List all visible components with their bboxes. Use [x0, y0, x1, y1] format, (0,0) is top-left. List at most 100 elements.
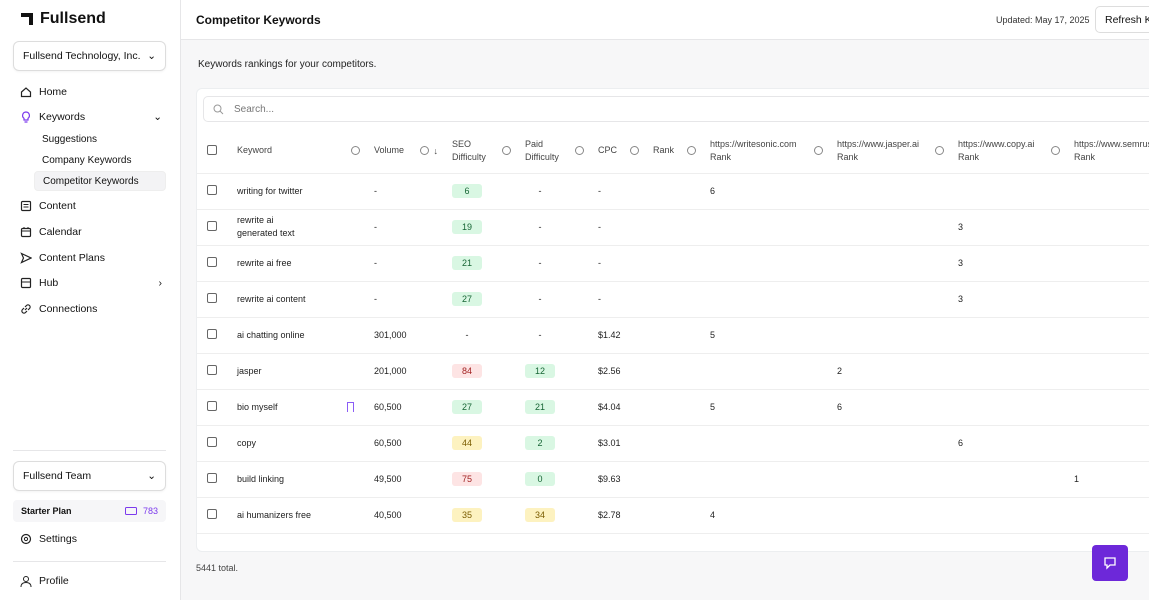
- cell: $3.01: [592, 425, 647, 462]
- nav-item[interactable]: Content Plans: [20, 252, 162, 264]
- header-cell: CPC: [592, 129, 647, 174]
- volume: -: [374, 186, 377, 196]
- keyword-cell: ai chatting online: [237, 329, 368, 342]
- checkbox[interactable]: [207, 509, 217, 519]
- header-icons: [630, 146, 639, 156]
- cell: 6: [952, 425, 1068, 462]
- header-icons: [502, 146, 511, 156]
- checkbox[interactable]: [207, 257, 217, 267]
- icon: [20, 533, 32, 545]
- info-icon[interactable]: [935, 146, 944, 156]
- info-icon[interactable]: [814, 146, 823, 156]
- checkbox[interactable]: [207, 329, 217, 339]
- cell: [831, 209, 952, 246]
- info-icon[interactable]: [351, 146, 360, 156]
- rank: 3: [958, 258, 964, 268]
- table-row: rewrite ai free - 21 - - 3: [197, 245, 1149, 282]
- cpc: -: [598, 186, 601, 196]
- cell: 49,500: [368, 461, 446, 498]
- cell: [1068, 389, 1149, 426]
- nav-label: Connections: [39, 303, 98, 315]
- cell: 201,000: [368, 353, 446, 390]
- keyword: ai humanizers free: [237, 509, 312, 520]
- difficulty-value: -: [538, 330, 542, 340]
- icon: [20, 200, 32, 212]
- info-icon[interactable]: [630, 146, 639, 156]
- sub-nav-item[interactable]: Suggestions: [42, 133, 98, 145]
- column-label: https://www.jasper.ai Rank: [837, 138, 920, 162]
- info-icon[interactable]: [1051, 146, 1060, 156]
- cell: [647, 209, 704, 246]
- cell: [952, 497, 1068, 534]
- cell: 34: [519, 497, 592, 534]
- cpc: $2.56: [598, 366, 621, 376]
- icon: [20, 277, 32, 289]
- cell: [831, 281, 952, 318]
- team-select[interactable]: Fullsend Team ⌄: [13, 461, 166, 491]
- checkbox[interactable]: [207, 473, 217, 483]
- nav-item[interactable]: Keywords ⌄: [20, 111, 162, 123]
- cpc: -: [598, 258, 601, 268]
- cell: rewrite ai generated text: [231, 209, 368, 246]
- keyword-cell: rewrite ai generated text: [237, 214, 368, 240]
- table-row: ai chatting online 301,000 - - $1.42 5: [197, 317, 1149, 354]
- bookmark-icon[interactable]: [347, 402, 354, 412]
- cell: [197, 461, 231, 498]
- keyword-cell: build linking: [237, 473, 368, 486]
- difficulty-badge: 21: [452, 256, 482, 270]
- header-content: https://writesonic.com Rank: [710, 138, 831, 164]
- cpc: $2.78: [598, 510, 621, 520]
- checkbox[interactable]: [207, 437, 217, 447]
- checkbox[interactable]: [207, 144, 217, 155]
- rank: 1: [1074, 474, 1080, 484]
- search-box[interactable]: Search...: [203, 96, 1149, 122]
- cell: [647, 389, 704, 426]
- search-icon: [213, 104, 224, 114]
- difficulty-value: -: [538, 222, 542, 232]
- cell: -: [368, 209, 446, 246]
- org-select[interactable]: Fullsend Technology, Inc. ⌄: [13, 41, 166, 71]
- cell: [831, 461, 952, 498]
- profile-link[interactable]: Profile: [20, 575, 162, 587]
- checkbox[interactable]: [207, 365, 217, 375]
- cell: [647, 281, 704, 318]
- nav-item[interactable]: Connections: [20, 303, 162, 315]
- checkbox[interactable]: [207, 293, 217, 303]
- nav-item[interactable]: Hub ›: [20, 277, 162, 289]
- refresh-button[interactable]: Refresh Keywords: [1095, 6, 1149, 33]
- info-icon[interactable]: [502, 146, 511, 156]
- cell: [952, 353, 1068, 390]
- nav-item[interactable]: Content: [20, 200, 162, 212]
- sort-icon[interactable]: ↓: [433, 145, 439, 156]
- cell: [197, 353, 231, 390]
- rank: 6: [710, 186, 716, 196]
- cell: [1068, 173, 1149, 210]
- checkbox[interactable]: [207, 401, 217, 411]
- plan: Starter Plan 783: [13, 500, 166, 522]
- info-icon[interactable]: [687, 146, 696, 156]
- cell: 75: [446, 461, 519, 498]
- table-body: writing for twitter - 6 - - 6 rewrite ai gener…: [197, 173, 1149, 534]
- info-icon[interactable]: [419, 146, 429, 156]
- cell: 84: [446, 353, 519, 390]
- cell: [197, 317, 231, 354]
- cell: 301,000: [368, 317, 446, 354]
- volume: -: [374, 222, 377, 232]
- sub-nav-item[interactable]: Competitor Keywords: [34, 171, 166, 191]
- cell: [831, 317, 952, 354]
- cell: -: [519, 209, 592, 246]
- checkbox[interactable]: [207, 221, 217, 231]
- difficulty-value: -: [538, 186, 542, 196]
- nav-item[interactable]: Home: [20, 86, 162, 98]
- keyword-cell: rewrite ai content: [237, 293, 368, 306]
- icon: [21, 304, 31, 314]
- settings-link[interactable]: Settings: [20, 533, 162, 545]
- info-icon[interactable]: [575, 146, 584, 156]
- rank: 6: [958, 438, 964, 448]
- cell: [197, 209, 231, 246]
- cell: [197, 389, 231, 426]
- nav-item[interactable]: Calendar: [20, 226, 162, 238]
- chat-button[interactable]: [1092, 545, 1128, 581]
- checkbox[interactable]: [207, 185, 217, 195]
- sub-nav-item[interactable]: Company Keywords: [42, 154, 132, 166]
